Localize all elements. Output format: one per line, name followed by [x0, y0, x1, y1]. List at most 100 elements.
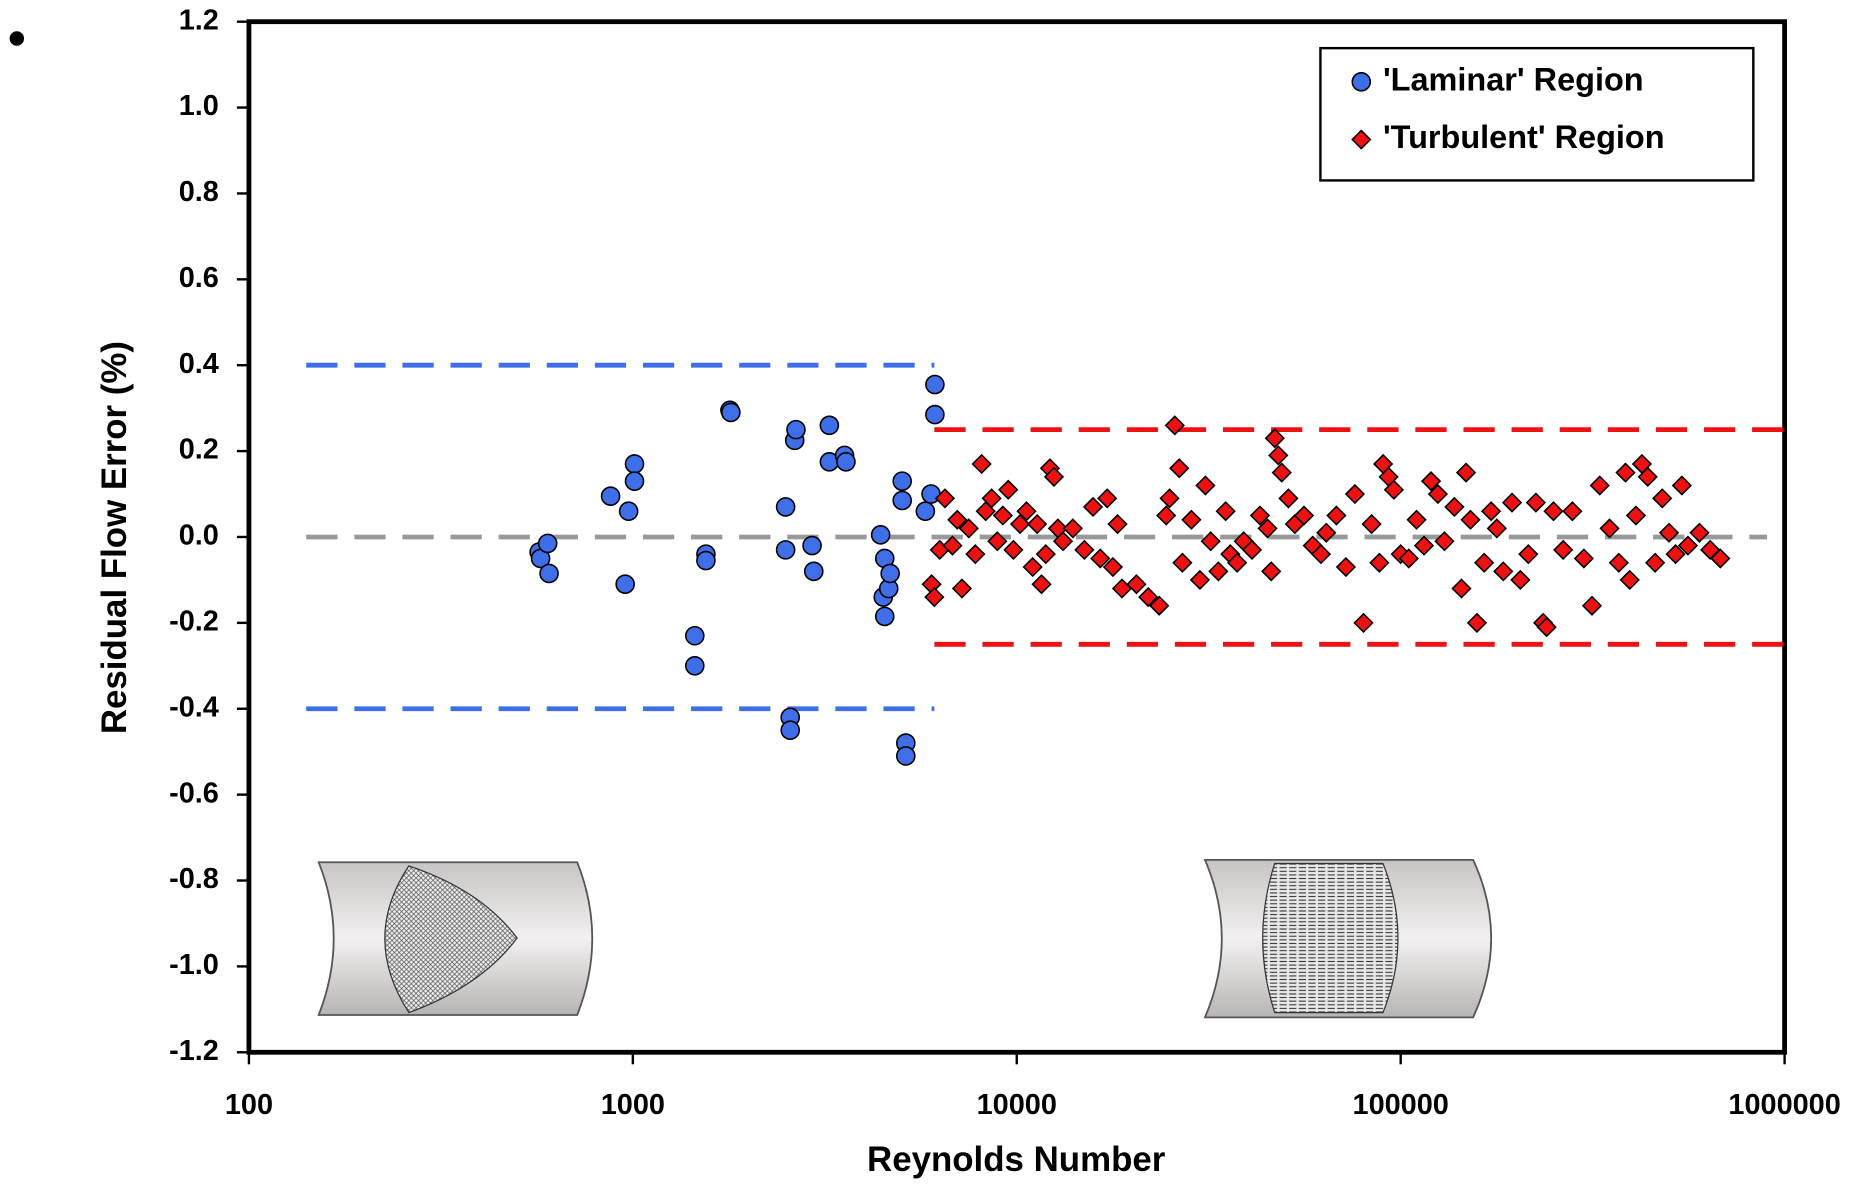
data-point	[1369, 552, 1390, 573]
y-tick-label: 1.0	[179, 90, 219, 122]
data-point	[1074, 539, 1095, 560]
data-point	[1553, 539, 1574, 560]
data-point	[1493, 561, 1514, 582]
data-point	[1062, 518, 1083, 539]
data-point	[696, 550, 716, 571]
data-point	[971, 453, 992, 475]
data-point	[624, 454, 645, 474]
data-point	[1264, 428, 1285, 449]
data-point	[1268, 445, 1289, 466]
data-point	[1169, 458, 1190, 479]
data-point	[874, 606, 895, 627]
data-point	[775, 497, 796, 517]
data-point	[836, 452, 856, 472]
data-point	[1619, 569, 1640, 591]
data-point	[1200, 531, 1221, 552]
y-tick-label: -0.2	[169, 605, 219, 637]
y-tick-label: 0.4	[179, 348, 219, 380]
data-point	[1427, 483, 1449, 505]
bullet	[9, 31, 25, 46]
data-point	[947, 509, 968, 530]
y-tick-label: 1.2	[179, 4, 219, 36]
y-tick-label: 0.2	[179, 434, 219, 466]
data-point	[870, 525, 891, 545]
data-point	[1241, 539, 1263, 560]
y-tick-label: -1.0	[169, 949, 219, 981]
data-point	[1310, 544, 1332, 565]
data-point	[1149, 595, 1170, 616]
data-point	[1227, 552, 1248, 573]
data-point	[1249, 505, 1271, 526]
data-point	[1090, 548, 1111, 569]
legend-label: 'Turbulent' Region	[1383, 119, 1665, 155]
data-point	[1344, 483, 1366, 505]
data-point	[1126, 574, 1147, 595]
laminar-pipe	[317, 861, 594, 1016]
data-point	[880, 563, 900, 584]
data-point	[1460, 509, 1481, 530]
y-tick-label: -1.2	[169, 1035, 219, 1067]
y-tick-label: -0.8	[169, 863, 219, 895]
data-point	[1652, 488, 1673, 509]
turbulent-pipe	[1203, 858, 1492, 1019]
data-point	[1164, 415, 1185, 436]
data-point	[896, 746, 916, 766]
data-point	[780, 720, 801, 741]
data-point	[775, 540, 796, 560]
data-point	[1052, 531, 1074, 552]
data-point	[1003, 539, 1024, 560]
data-point	[998, 479, 1019, 500]
y-tick-label: 0.6	[179, 262, 219, 294]
y-axis-label: Residual Flow Error (%)	[95, 341, 134, 734]
data-point	[1316, 522, 1337, 543]
y-tick-label: 0.8	[179, 176, 219, 208]
data-point	[942, 535, 963, 556]
data-point	[1035, 544, 1056, 565]
data-point	[1677, 535, 1699, 556]
data-point	[1466, 612, 1488, 633]
data-point	[1172, 552, 1193, 573]
data-point	[685, 656, 705, 676]
data-point	[1486, 518, 1507, 539]
data-point	[1111, 578, 1133, 599]
data-point	[1102, 556, 1124, 578]
data-point	[1156, 505, 1177, 526]
data-point	[1625, 505, 1647, 526]
data-point	[892, 471, 912, 491]
data-point	[1637, 466, 1658, 487]
data-point	[1413, 535, 1435, 556]
data-point	[1208, 561, 1229, 582]
data-point	[1027, 513, 1048, 535]
data-point	[1398, 548, 1419, 569]
y-tick-label: -0.6	[169, 777, 219, 809]
x-tick-label: 10000	[977, 1089, 1057, 1121]
data-point	[802, 535, 822, 556]
data-point	[1710, 548, 1731, 569]
data-point	[685, 625, 705, 646]
data-point	[951, 578, 973, 599]
data-point	[1159, 488, 1180, 509]
data-point	[1022, 556, 1043, 578]
data-point	[1518, 544, 1539, 565]
data-point	[537, 533, 558, 554]
data-point	[1451, 578, 1472, 599]
data-point	[618, 501, 639, 522]
data-point	[1361, 513, 1382, 535]
x-tick-label: 1000	[601, 1089, 665, 1121]
data-point	[1562, 501, 1583, 522]
data-point	[1278, 488, 1299, 509]
data-point	[934, 488, 956, 509]
data-point	[1455, 462, 1477, 483]
data-point	[1353, 612, 1374, 633]
legend-marker	[1351, 129, 1372, 150]
data-point	[1589, 475, 1610, 496]
data-point	[624, 471, 645, 491]
data-point	[1536, 617, 1557, 638]
data-point	[1501, 492, 1523, 513]
data-point	[1665, 544, 1686, 565]
data-point	[1658, 522, 1680, 543]
y-tick-label: -0.4	[169, 691, 219, 723]
x-tick-label: 1000000	[1728, 1089, 1840, 1121]
data-point	[1406, 509, 1427, 530]
